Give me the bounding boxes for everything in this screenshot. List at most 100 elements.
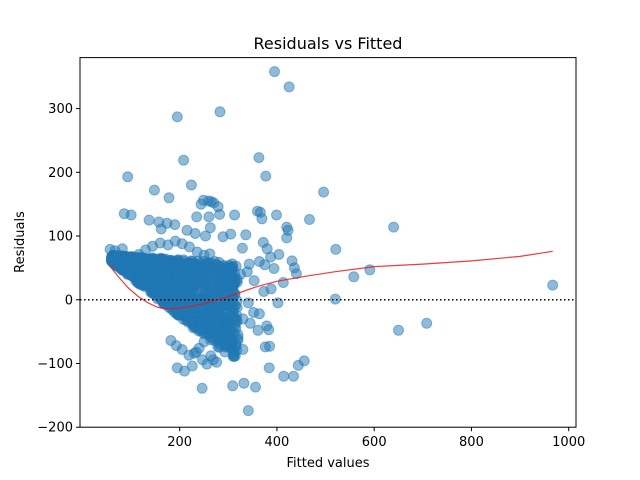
data-point [180, 282, 192, 293]
data-point [238, 377, 250, 389]
data-point [242, 297, 254, 309]
data-point [183, 241, 195, 253]
data-point [164, 255, 176, 266]
x-tick-label: 800 [459, 435, 484, 450]
data-point [155, 287, 167, 299]
data-point [202, 327, 214, 339]
data-point [228, 311, 240, 323]
data-point [169, 219, 181, 231]
data-point [253, 308, 265, 320]
scatter-points [104, 66, 559, 417]
data-point [145, 282, 157, 294]
y-axis-ticks: −200 −100 0 100 200 300 [37, 102, 80, 436]
data-point [191, 211, 203, 223]
data-point [220, 338, 232, 350]
data-point [195, 198, 207, 210]
data-point [268, 263, 280, 274]
data-point [186, 360, 198, 372]
data-point [200, 230, 211, 242]
x-axis-label: Fitted values [286, 456, 369, 471]
data-point [185, 315, 197, 327]
data-point [265, 283, 277, 295]
data-point [348, 271, 360, 283]
data-point [148, 184, 160, 196]
data-point [329, 293, 341, 305]
data-point [165, 335, 177, 346]
data-point [259, 259, 271, 271]
data-point [189, 228, 201, 239]
data-point [273, 249, 285, 260]
data-point [229, 209, 241, 221]
y-tick-label: 100 [48, 230, 73, 245]
data-point [211, 356, 223, 368]
data-point [269, 66, 280, 78]
data-point [171, 362, 183, 374]
y-tick-label: 0 [65, 293, 73, 308]
x-axis-ticks: 200 400 600 800 1000 [167, 427, 585, 450]
y-tick-label: 200 [48, 166, 73, 181]
data-point [283, 81, 295, 93]
data-point [214, 208, 226, 220]
data-point [171, 111, 183, 123]
data-point [163, 192, 175, 204]
lowess-curve [108, 250, 553, 310]
data-point [200, 291, 212, 303]
data-point [240, 229, 252, 241]
data-point [161, 269, 173, 281]
x-tick-label: 1000 [552, 435, 585, 450]
data-point [292, 359, 304, 371]
data-point [216, 300, 228, 312]
x-tick-label: 400 [265, 435, 290, 450]
data-point [250, 381, 261, 393]
data-point [204, 222, 216, 234]
data-point [388, 221, 400, 233]
data-point [318, 186, 330, 198]
data-point [195, 272, 207, 284]
data-point [263, 362, 275, 374]
data-point [195, 317, 207, 328]
data-point [393, 324, 404, 336]
data-point [252, 324, 264, 336]
chart-title: Residuals vs Fitted [254, 34, 403, 53]
y-tick-label: −200 [37, 421, 73, 436]
data-point [260, 170, 272, 182]
data-point [227, 380, 239, 392]
data-point [241, 266, 253, 278]
data-point [304, 214, 315, 225]
data-point [288, 370, 299, 382]
data-point [211, 311, 223, 323]
data-point [214, 106, 226, 118]
data-point [143, 214, 155, 226]
data-point [218, 329, 230, 341]
data-point [278, 370, 290, 382]
data-point [207, 283, 218, 295]
data-point [264, 340, 276, 352]
data-point [330, 243, 342, 255]
data-point [242, 405, 254, 417]
data-point [290, 268, 302, 280]
data-point [263, 324, 275, 336]
y-axis-label: Residuals [13, 211, 28, 273]
data-point [116, 243, 128, 255]
data-point [203, 211, 215, 223]
data-point [155, 223, 167, 235]
data-point [171, 270, 183, 282]
data-point [256, 213, 268, 225]
data-point [282, 224, 294, 236]
data-point [144, 253, 156, 265]
data-point [122, 171, 134, 183]
data-point [547, 279, 559, 291]
data-point [244, 317, 256, 329]
data-point [185, 179, 197, 191]
lowess-line [108, 250, 553, 310]
data-point [218, 264, 230, 276]
data-point [180, 258, 192, 270]
data-point [271, 209, 282, 221]
data-point [196, 382, 208, 394]
data-point [209, 269, 220, 281]
data-point [133, 266, 145, 278]
y-tick-label: −100 [37, 357, 73, 372]
